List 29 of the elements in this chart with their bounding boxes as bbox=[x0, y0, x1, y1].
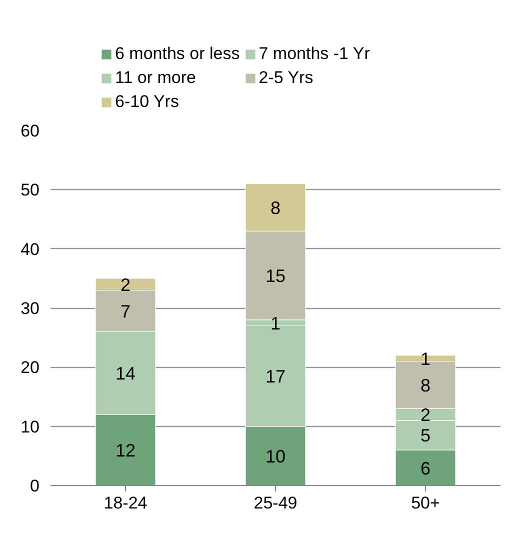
x-tick-label: 25-49 bbox=[254, 494, 298, 512]
data-label: 7 bbox=[120, 301, 131, 322]
y-tick-label: 0 bbox=[30, 476, 40, 496]
data-label: 15 bbox=[265, 266, 286, 286]
x-tick-label: 18-24 bbox=[104, 494, 148, 512]
legend-label: 6-10 Yrs bbox=[115, 92, 179, 112]
data-label: 8 bbox=[420, 375, 431, 396]
y-tick-label: 20 bbox=[20, 358, 40, 378]
data-label: 1 bbox=[270, 313, 281, 334]
data-label: 17 bbox=[265, 366, 286, 387]
data-label: 5 bbox=[420, 426, 431, 446]
legend-label: 7 months -1 Yr bbox=[258, 44, 370, 64]
data-label: 2 bbox=[120, 274, 131, 295]
data-label: 10 bbox=[265, 446, 286, 466]
y-tick-label: 10 bbox=[20, 417, 40, 436]
y-tick-label: 60 bbox=[20, 122, 40, 140]
legend-label: 6 months or less bbox=[115, 44, 240, 64]
legend-label: 2-5 Yrs bbox=[258, 68, 314, 88]
data-label: 14 bbox=[115, 364, 136, 384]
data-label: 1 bbox=[420, 348, 431, 369]
data-label: 6 bbox=[420, 458, 431, 478]
legend-label: 11 or more bbox=[115, 68, 196, 88]
data-label: 2 bbox=[420, 405, 431, 425]
x-tick-label: 50+ bbox=[411, 494, 440, 512]
y-tick-label: 40 bbox=[20, 240, 40, 259]
data-label: 8 bbox=[270, 198, 281, 218]
data-label: 12 bbox=[115, 440, 136, 460]
y-tick-label: 50 bbox=[20, 180, 40, 200]
y-tick-label: 30 bbox=[20, 299, 40, 318]
